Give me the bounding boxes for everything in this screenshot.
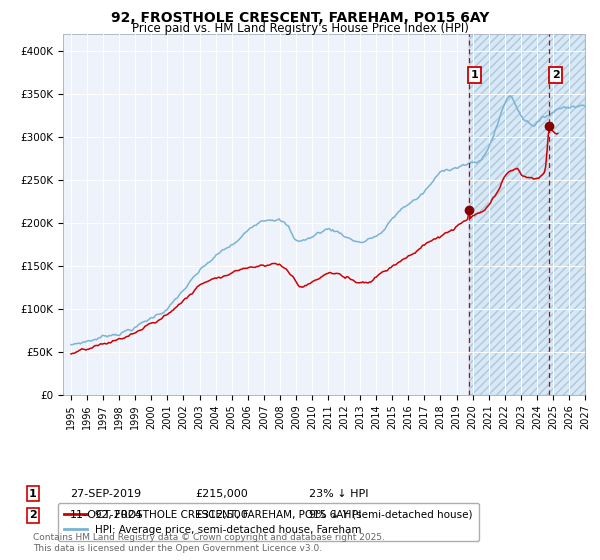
Text: 92, FROSTHOLE CRESCENT, FAREHAM, PO15 6AY: 92, FROSTHOLE CRESCENT, FAREHAM, PO15 6A… [111,11,489,25]
Text: 1: 1 [471,70,479,80]
Text: £312,500: £312,500 [195,510,248,520]
Text: 1: 1 [29,489,37,499]
Text: 27-SEP-2019: 27-SEP-2019 [70,489,142,499]
Bar [469,34,585,395]
Bar [469,34,585,395]
Text: Price paid vs. HM Land Registry's House Price Index (HPI): Price paid vs. HM Land Registry's House … [131,22,469,35]
Text: 9% ↓ HPI: 9% ↓ HPI [309,510,361,520]
Legend: 92, FROSTHOLE CRESCENT, FAREHAM, PO15 6AY (semi-detached house), HPI: Average pr: 92, FROSTHOLE CRESCENT, FAREHAM, PO15 6A… [58,503,479,541]
Text: 23% ↓ HPI: 23% ↓ HPI [309,489,368,499]
Text: Contains HM Land Registry data © Crown copyright and database right 2025.
This d: Contains HM Land Registry data © Crown c… [33,534,385,553]
Text: 2: 2 [29,510,37,520]
Text: 11-OCT-2024: 11-OCT-2024 [70,510,143,520]
Text: £215,000: £215,000 [195,489,248,499]
Text: 2: 2 [552,70,560,80]
